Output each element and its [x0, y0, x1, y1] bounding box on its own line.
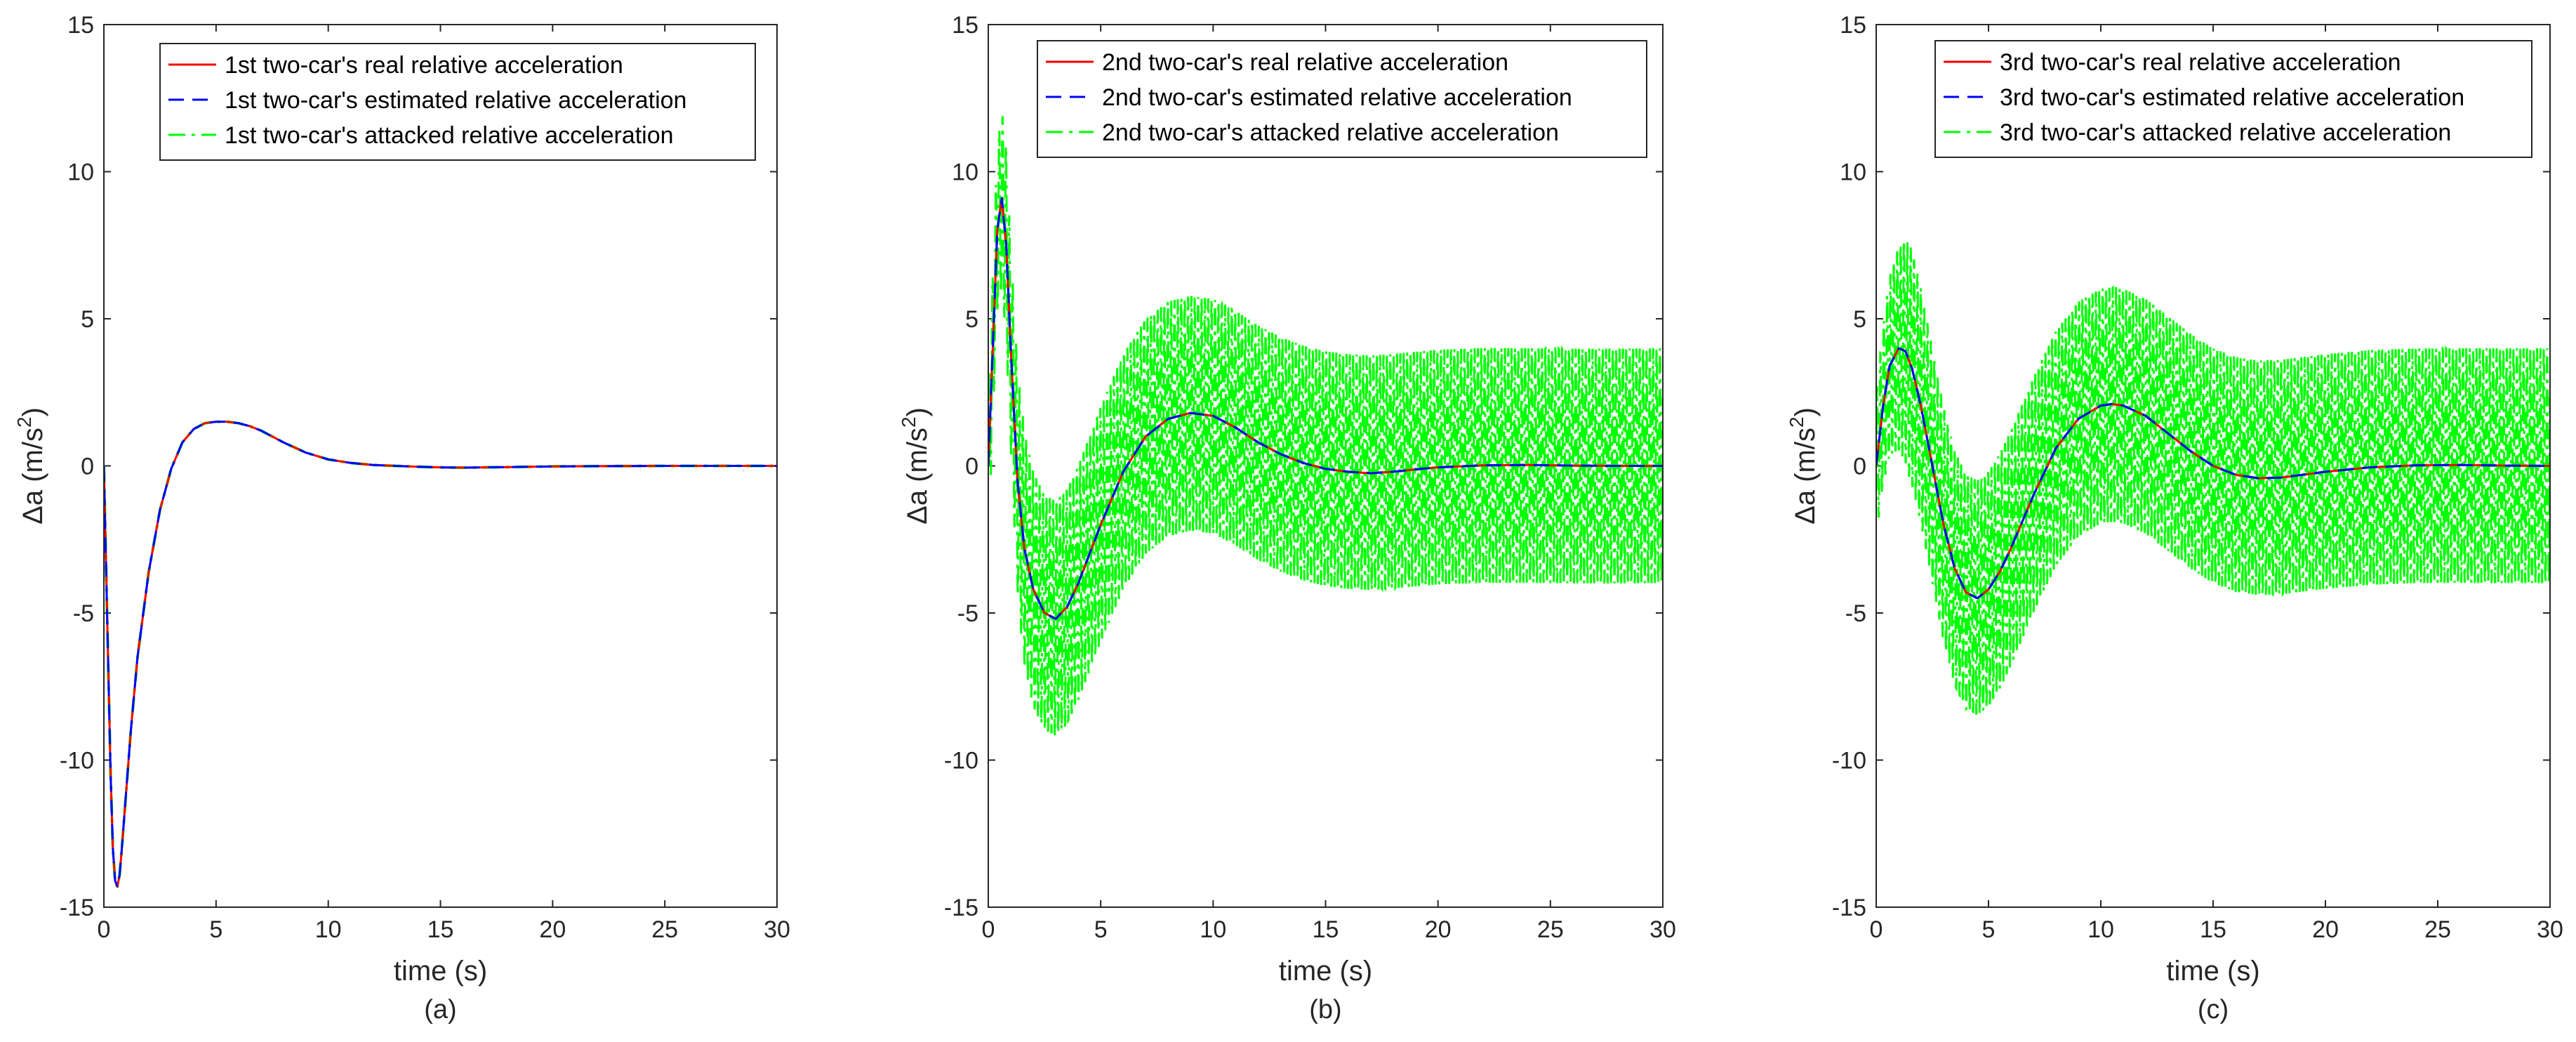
- x-tick-label: 5: [1982, 916, 1996, 943]
- x-tick-label: 30: [764, 916, 790, 943]
- chart-panel-a: 0 5 10 15 20 25 30 -15 -10 -5 0 5 10 15 1st two-car's …: [13, 12, 790, 1024]
- legend-label: 3rd two-car's attacked relative accelera…: [2000, 119, 2451, 146]
- panel-label: (b): [1309, 995, 1341, 1024]
- y-tick-label: -15: [1832, 895, 1866, 921]
- y-tick-label: 0: [965, 454, 978, 480]
- x-tick-label: 20: [1425, 916, 1452, 943]
- legend-label: 2nd two-car's estimated relative acceler…: [1102, 84, 1572, 111]
- y-tick-label: -15: [60, 895, 94, 921]
- x-tick-label: 15: [1313, 916, 1339, 943]
- y-tick-label: 5: [965, 306, 978, 333]
- legend-label: 1st two-car's attacked relative accelera…: [225, 122, 674, 149]
- x-tick-label: 15: [427, 916, 454, 943]
- series-group: [988, 116, 1663, 736]
- x-tick-label: 0: [982, 916, 995, 943]
- legend-box: [1934, 40, 2532, 158]
- series-line-attacked: [988, 116, 1663, 736]
- y-tick-label: 5: [81, 306, 94, 333]
- y-axis-label-main: Δa (m/s: [18, 428, 48, 525]
- y-tick-label: -15: [944, 895, 978, 921]
- legend-label: 3rd two-car's real relative acceleration: [2000, 49, 2401, 76]
- x-tick-label: 0: [1870, 916, 1883, 943]
- y-tick-label: 10: [67, 159, 94, 186]
- chart-panel-b: 0 5 10 15 20 25 30 -15 -10 -5 0 5 10 15 2nd two-car's …: [898, 12, 1676, 1024]
- y-axis-label-sup: 2: [1786, 416, 1807, 428]
- x-axis-label: time (s): [394, 956, 487, 987]
- y-tick-label: 15: [952, 12, 978, 39]
- axes-box: [103, 24, 778, 908]
- panel-label: (a): [424, 995, 456, 1024]
- legend-label: 1st two-car's estimated relative acceler…: [225, 87, 686, 114]
- series-line-estimated: [1876, 347, 2550, 600]
- x-tick-label: 30: [1649, 916, 1676, 943]
- x-tick-label: 10: [2087, 916, 2114, 943]
- y-axis-label-sup: 2: [898, 416, 919, 428]
- axes-box: [1875, 24, 2551, 908]
- series-line-attacked: [1876, 241, 2550, 715]
- y-axis-label: Δa (m/s2): [898, 407, 933, 525]
- y-tick-label: -10: [1832, 748, 1866, 774]
- y-axis-label-main: Δa (m/s: [902, 428, 933, 525]
- y-tick-label: -10: [60, 748, 94, 774]
- series-line-estimated: [104, 421, 777, 888]
- y-tick-label: 10: [952, 159, 978, 186]
- legend: 3rd two-car's real relative acceleration…: [1934, 40, 2532, 158]
- y-tick-label: 15: [67, 12, 94, 39]
- series-group: [1876, 241, 2550, 715]
- panel-label: (c): [2198, 995, 2229, 1024]
- y-tick-label: 15: [1840, 12, 1866, 39]
- legend: 1st two-car's real relative acceleration…: [159, 43, 756, 161]
- y-tick-label: -5: [957, 600, 978, 627]
- y-axis-label-main: Δa (m/s: [1790, 428, 1821, 525]
- x-tick-label: 25: [2424, 916, 2451, 943]
- x-tick-label: 30: [2537, 916, 2563, 943]
- x-tick-label: 10: [1200, 916, 1226, 943]
- y-tick-label: -5: [1845, 600, 1866, 627]
- legend-box: [1037, 40, 1647, 158]
- y-tick-label: -5: [73, 600, 94, 627]
- y-axis-label: Δa (m/s2): [13, 407, 48, 525]
- y-tick-label: 0: [81, 454, 94, 480]
- legend-label: 2nd two-car's attacked relative accelera…: [1102, 119, 1559, 146]
- x-tick-label: 20: [2312, 916, 2339, 943]
- y-axis-label-close: ): [902, 407, 933, 416]
- x-tick-label: 5: [209, 916, 223, 943]
- x-tick-label: 25: [651, 916, 678, 943]
- series-group: [104, 420, 777, 888]
- x-tick-label: 15: [2200, 916, 2226, 943]
- y-axis-label: Δa (m/s2): [1786, 407, 1821, 525]
- legend: 2nd two-car's real relative acceleration…: [1037, 40, 1647, 158]
- x-tick-label: 5: [1094, 916, 1108, 943]
- legend-label: 3rd two-car's estimated relative acceler…: [2000, 84, 2464, 111]
- y-axis-label-close: ): [18, 407, 48, 416]
- y-tick-label: 10: [1840, 159, 1866, 186]
- series-line-estimated: [988, 197, 1663, 620]
- x-tick-label: 20: [539, 916, 566, 943]
- legend-label: 2nd two-car's real relative acceleration: [1102, 49, 1508, 76]
- x-tick-label: 0: [98, 916, 111, 943]
- x-axis-label: time (s): [2166, 956, 2259, 987]
- x-axis-label: time (s): [1279, 956, 1372, 987]
- y-tick-label: -10: [944, 748, 978, 774]
- y-tick-label: 5: [1853, 306, 1866, 333]
- legend-box: [159, 43, 756, 161]
- legend-label: 1st two-car's real relative acceleration: [225, 52, 623, 79]
- x-tick-label: 10: [315, 916, 342, 943]
- x-tick-label: 25: [1537, 916, 1564, 943]
- y-axis-label-close: ): [1790, 407, 1821, 416]
- y-tick-label: 0: [1853, 454, 1866, 480]
- y-axis-label-sup: 2: [13, 416, 35, 428]
- axes-box: [988, 24, 1664, 908]
- chart-panel-c: 0 5 10 15 20 25 30 -15 -10 -5 0 5 10 15 3rd two-car's …: [1786, 12, 2563, 1024]
